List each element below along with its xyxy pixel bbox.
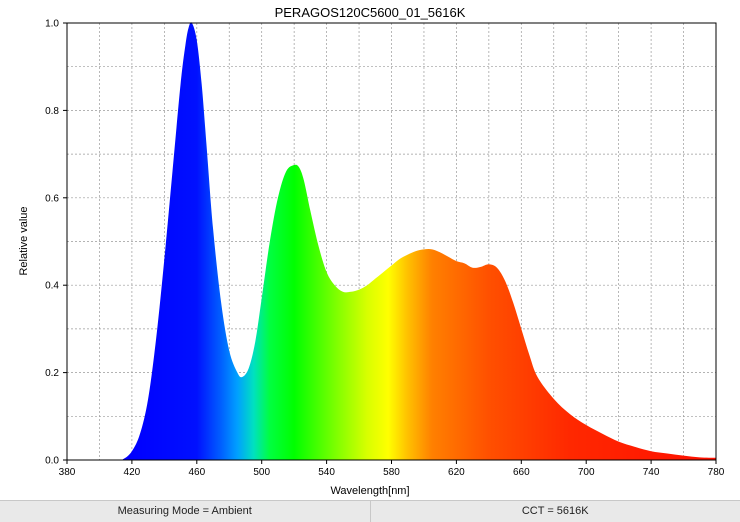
x-tick-label: 380 (59, 467, 76, 478)
x-axis-ticks: 380 420 460 500 540 580 620 660 700 740 780 (59, 460, 725, 478)
x-tick-label: 620 (448, 467, 465, 478)
chart-title: PERAGOS120C5600_01_5616K (275, 5, 466, 20)
y-axis-ticks: 0.0 0.2 0.4 0.6 0.8 1.0 (45, 19, 67, 467)
y-axis-label: Relative value (18, 206, 30, 275)
x-axis-label: Wavelength[nm] (330, 485, 409, 497)
y-tick-label: 0.6 (45, 193, 59, 204)
x-tick-label: 540 (318, 467, 335, 478)
y-tick-label: 1.0 (45, 19, 59, 30)
y-tick-label: 0.2 (45, 368, 59, 379)
x-tick-label: 660 (513, 467, 530, 478)
spectrum-chart: 380 420 460 500 540 580 620 660 700 740 780 0.0 0.2… (0, 0, 740, 500)
x-tick-label: 420 (124, 467, 141, 478)
y-tick-label: 0.8 (45, 106, 59, 117)
cct-status: CCT = 5616K (371, 501, 740, 522)
x-tick-label: 780 (708, 467, 725, 478)
x-tick-label: 700 (578, 467, 595, 478)
x-tick-label: 460 (188, 467, 205, 478)
x-tick-label: 580 (383, 467, 400, 478)
x-tick-label: 500 (253, 467, 270, 478)
y-tick-label: 0.4 (45, 281, 59, 292)
y-tick-label: 0.0 (45, 456, 59, 467)
x-tick-label: 740 (643, 467, 660, 478)
measuring-mode-status: Measuring Mode = Ambient (0, 501, 371, 522)
status-bar: Measuring Mode = Ambient CCT = 5616K (0, 500, 740, 522)
